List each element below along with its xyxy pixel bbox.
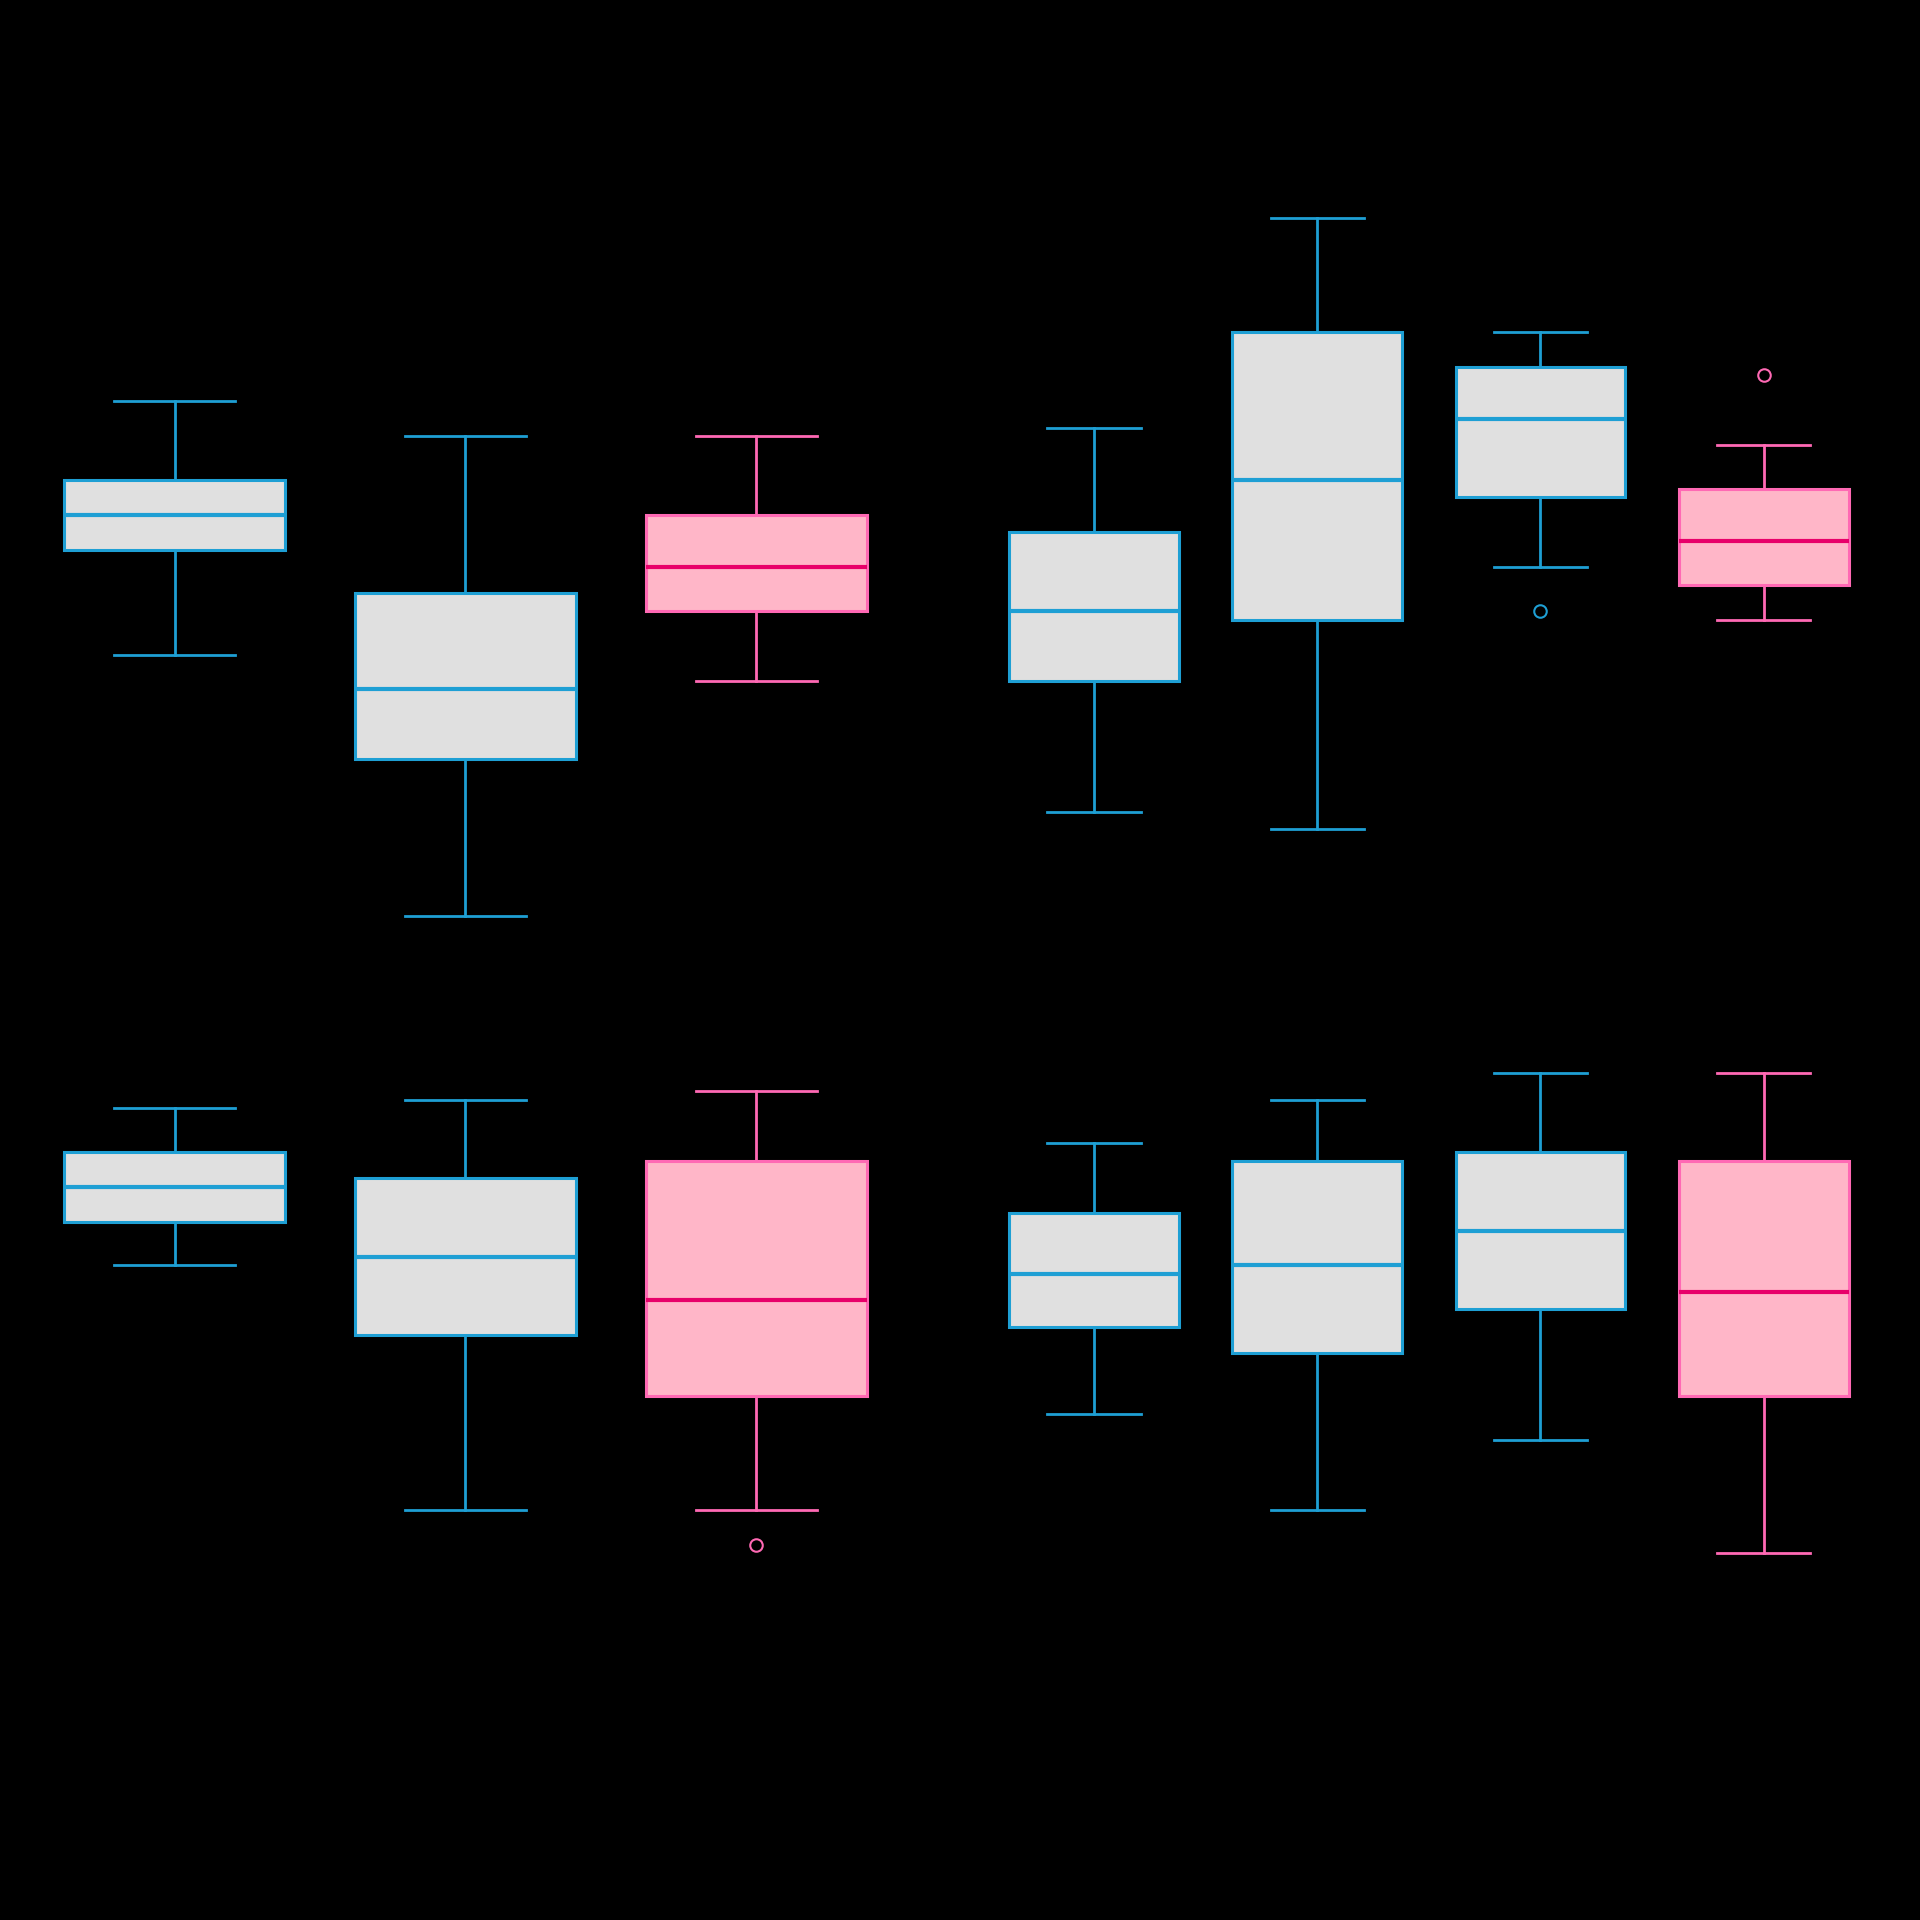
Bar (645, 515, 868, 611)
Bar (63, 480, 284, 549)
Bar (1233, 1162, 1402, 1354)
Bar (1455, 367, 1626, 497)
Bar (63, 1152, 284, 1221)
Bar (645, 1162, 868, 1396)
Bar (1455, 1152, 1626, 1309)
Bar (355, 1179, 576, 1334)
Bar (1678, 1162, 1849, 1396)
Bar (355, 593, 576, 758)
Bar (1010, 1213, 1179, 1327)
Bar (1678, 490, 1849, 586)
Bar (1010, 532, 1179, 682)
Bar (1233, 332, 1402, 620)
